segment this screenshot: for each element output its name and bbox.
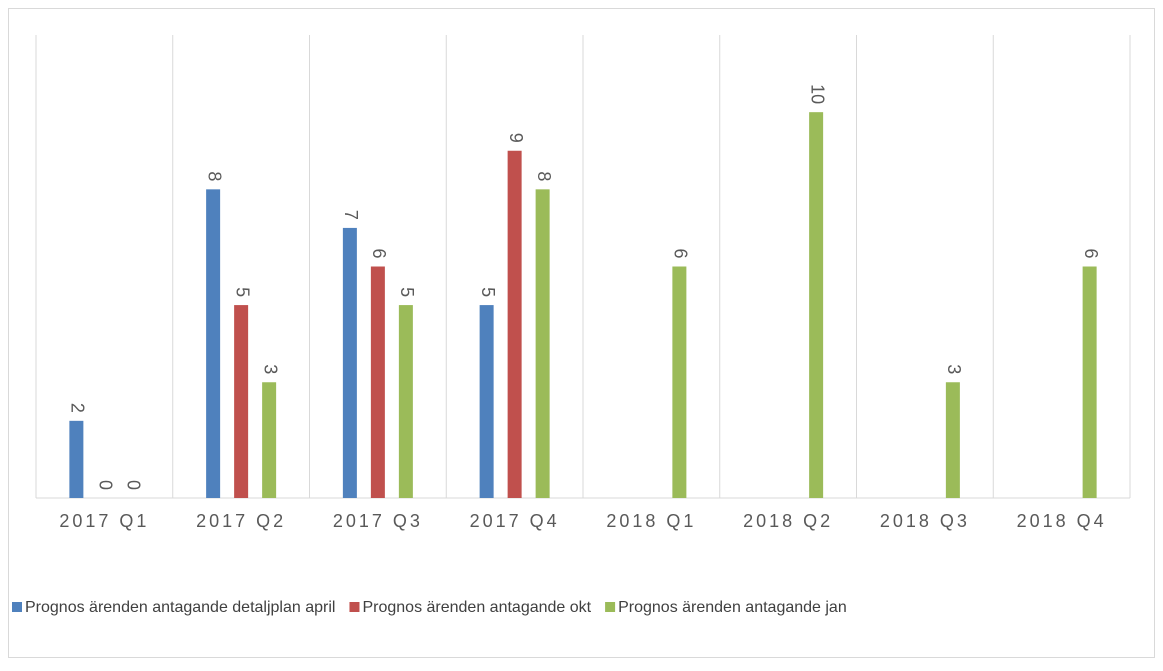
bar	[206, 189, 221, 499]
legend-label: Prognos ärenden antagande jan	[618, 599, 847, 616]
data-label: 9	[506, 133, 526, 143]
bar	[945, 382, 960, 498]
data-label: 3	[944, 364, 964, 374]
bar	[479, 305, 494, 498]
legend-label: Prognos ärenden antagande okt	[362, 599, 591, 616]
bar	[809, 112, 824, 499]
data-label: 7	[341, 210, 361, 220]
x-tick-label: 2018 Q3	[880, 511, 970, 531]
data-label: 5	[478, 287, 498, 297]
bar	[535, 189, 550, 499]
chart-frame	[8, 8, 1155, 658]
bar	[1082, 266, 1097, 498]
x-tick-label: 2018 Q2	[743, 511, 833, 531]
data-label: 3	[260, 364, 280, 374]
data-label: 2	[68, 403, 88, 413]
legend-swatch	[349, 602, 360, 612]
bar	[69, 420, 84, 498]
x-tick-label: 2018 Q4	[1017, 511, 1107, 531]
legend-label: Prognos ärenden antagande detaljplan apr…	[25, 599, 335, 616]
x-tick-label: 2017 Q3	[333, 511, 423, 531]
bar	[262, 382, 277, 498]
bar	[672, 266, 687, 498]
x-tick-label: 2017 Q2	[196, 511, 286, 531]
bar	[507, 150, 522, 498]
data-label: 8	[534, 171, 554, 181]
data-label: 6	[671, 248, 691, 258]
x-tick-label: 2017 Q1	[59, 511, 149, 531]
bar	[234, 305, 249, 498]
data-label: 8	[204, 171, 224, 181]
data-label: 6	[1081, 248, 1101, 258]
data-label: 0	[124, 480, 144, 490]
x-tick-label: 2017 Q4	[470, 511, 560, 531]
legend-swatch	[605, 602, 616, 612]
data-label: 0	[96, 480, 116, 490]
data-label: 10	[807, 84, 827, 104]
data-label: 6	[369, 248, 389, 258]
data-label: 5	[397, 287, 417, 297]
bar	[370, 266, 385, 498]
data-label: 5	[232, 287, 252, 297]
bar	[398, 305, 413, 498]
legend-swatch	[12, 602, 22, 612]
x-tick-label: 2018 Q1	[606, 511, 696, 531]
bar	[342, 227, 357, 498]
